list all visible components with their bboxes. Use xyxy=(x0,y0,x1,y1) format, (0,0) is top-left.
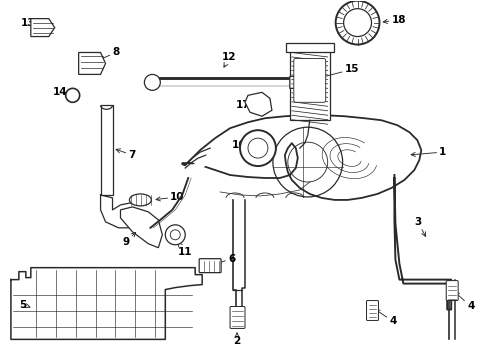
Ellipse shape xyxy=(129,194,151,206)
Circle shape xyxy=(335,1,379,45)
Polygon shape xyxy=(101,105,112,195)
Polygon shape xyxy=(285,42,333,53)
Text: 5: 5 xyxy=(19,300,30,310)
Circle shape xyxy=(165,225,185,245)
Text: 12: 12 xyxy=(222,53,236,67)
Text: 3: 3 xyxy=(413,217,425,237)
Circle shape xyxy=(144,75,160,90)
Text: 6: 6 xyxy=(213,254,235,265)
Polygon shape xyxy=(289,49,329,120)
Polygon shape xyxy=(79,53,105,75)
Polygon shape xyxy=(244,92,271,116)
Text: 8: 8 xyxy=(94,48,120,62)
Polygon shape xyxy=(31,19,55,37)
Text: 14: 14 xyxy=(53,87,72,97)
Text: 11: 11 xyxy=(177,243,192,257)
Polygon shape xyxy=(120,140,229,245)
FancyBboxPatch shape xyxy=(366,301,378,320)
Text: 4: 4 xyxy=(375,310,396,327)
Text: 18: 18 xyxy=(383,15,405,24)
FancyBboxPatch shape xyxy=(229,306,244,328)
Text: 17: 17 xyxy=(236,100,253,110)
FancyBboxPatch shape xyxy=(199,259,221,273)
Text: 9: 9 xyxy=(122,233,135,247)
Text: 15: 15 xyxy=(313,64,358,80)
Circle shape xyxy=(65,88,80,102)
Text: 13: 13 xyxy=(21,18,38,28)
Circle shape xyxy=(343,9,371,37)
FancyBboxPatch shape xyxy=(293,58,325,102)
Circle shape xyxy=(240,130,275,166)
Polygon shape xyxy=(289,76,303,88)
Text: 2: 2 xyxy=(233,333,240,346)
Text: 16: 16 xyxy=(232,140,246,150)
Text: 1: 1 xyxy=(410,147,446,157)
Circle shape xyxy=(247,138,267,158)
Text: 7: 7 xyxy=(116,149,136,160)
FancyBboxPatch shape xyxy=(446,280,457,301)
Polygon shape xyxy=(120,207,162,248)
Text: 10: 10 xyxy=(156,192,184,202)
Text: 4: 4 xyxy=(454,292,473,311)
